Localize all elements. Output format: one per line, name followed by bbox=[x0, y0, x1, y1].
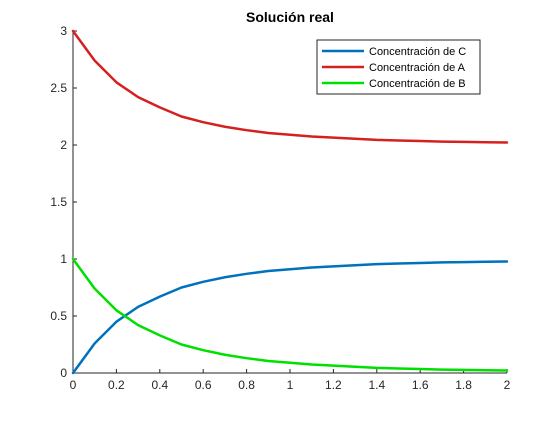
legend-label: Concentración de B bbox=[369, 78, 466, 90]
y-tick-label: 2 bbox=[60, 138, 67, 152]
x-tick-label: 0 bbox=[70, 378, 77, 392]
legend: Concentración de C Concentración de A Conc… bbox=[316, 39, 481, 95]
x-tick-label: 0.8 bbox=[238, 378, 255, 392]
x-tick-label: 1 bbox=[287, 378, 294, 392]
series-line-concentracion-de-c bbox=[71, 260, 509, 375]
y-tick-label: 0 bbox=[60, 366, 67, 380]
y-tick-label: 0.5 bbox=[50, 309, 67, 323]
x-tick-label: 2 bbox=[504, 378, 511, 392]
legend-label: Concentración de C bbox=[369, 46, 466, 58]
y-tick-label: 3 bbox=[60, 24, 67, 38]
chart-title: Solución real bbox=[246, 9, 334, 25]
series-line-concentracion-de-a bbox=[71, 29, 509, 144]
y-tick-label: 2.5 bbox=[50, 81, 67, 95]
x-tick-label: 1.4 bbox=[368, 378, 385, 392]
x-tick-label: 0.6 bbox=[195, 378, 212, 392]
x-tick-label: 1.8 bbox=[455, 378, 472, 392]
x-tick-label: 1.6 bbox=[412, 378, 429, 392]
x-tick-label: 0.2 bbox=[108, 378, 125, 392]
x-tick-label: 0.4 bbox=[151, 378, 168, 392]
x-tick-label: 1.2 bbox=[325, 378, 342, 392]
y-tick-label: 1 bbox=[60, 252, 67, 266]
legend-label: Concentración de A bbox=[369, 62, 466, 74]
series-line-concentracion-de-b bbox=[71, 257, 509, 372]
series-lines bbox=[71, 29, 509, 375]
y-tick-label: 1.5 bbox=[50, 195, 67, 209]
